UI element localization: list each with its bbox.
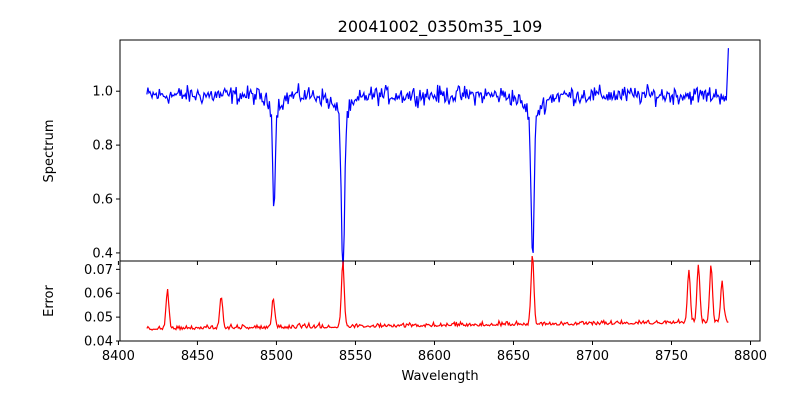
error-y-axis: 0.04 0.05 0.06 0.07	[84, 263, 120, 350]
error-y-tick-label: 0.05	[84, 311, 113, 326]
error-x-tick-label: 8750	[655, 349, 688, 364]
error-y-tick-label: 0.06	[84, 287, 113, 302]
spectrum-y-tick-label: 1.0	[92, 85, 113, 100]
error-x-tick-label: 8700	[576, 349, 609, 364]
spectrum-plot-frame	[119, 39, 761, 262]
error-y-tick-label: 0.04	[84, 335, 113, 350]
error-x-tick-label: 8650	[497, 349, 530, 364]
error-x-tick-label: 8800	[734, 349, 767, 364]
spectrum-y-tick-label: 0.4	[92, 246, 113, 261]
spectrum-y-tick-label: 0.6	[92, 193, 113, 208]
error-y-tick-label: 0.07	[84, 263, 113, 278]
error-y-label: Error	[42, 285, 57, 317]
error-plot-frame	[119, 260, 761, 342]
error-x-axis: 8400 8450 8500 8550 8600 8650 8700 8750 8800	[102, 341, 767, 364]
spectrum-panel: 0.4 0.6 0.8 1.0 Spectrum	[42, 39, 761, 269]
spectrum-y-axis: 0.4 0.6 0.8 1.0	[92, 85, 120, 261]
error-panel: 0.04 0.05 0.06 0.07 8400 8450 8500 8550 8600 865…	[42, 255, 767, 384]
chart-title: 20041002_0350m35_109	[338, 17, 543, 37]
error-x-tick-label: 8500	[260, 349, 293, 364]
x-axis-label: Wavelength	[401, 369, 478, 384]
error-x-tick-label: 8400	[102, 349, 135, 364]
spectrum-x-ticks	[117, 261, 752, 265]
error-x-tick-label: 8600	[418, 349, 451, 364]
spectrum-y-label: Spectrum	[42, 120, 57, 183]
spectrum-y-tick-label: 0.8	[92, 139, 113, 154]
error-x-tick-label: 8550	[339, 349, 372, 364]
error-x-tick-label: 8450	[181, 349, 214, 364]
spectrum-series-line	[146, 48, 729, 269]
error-series-line	[146, 255, 729, 332]
